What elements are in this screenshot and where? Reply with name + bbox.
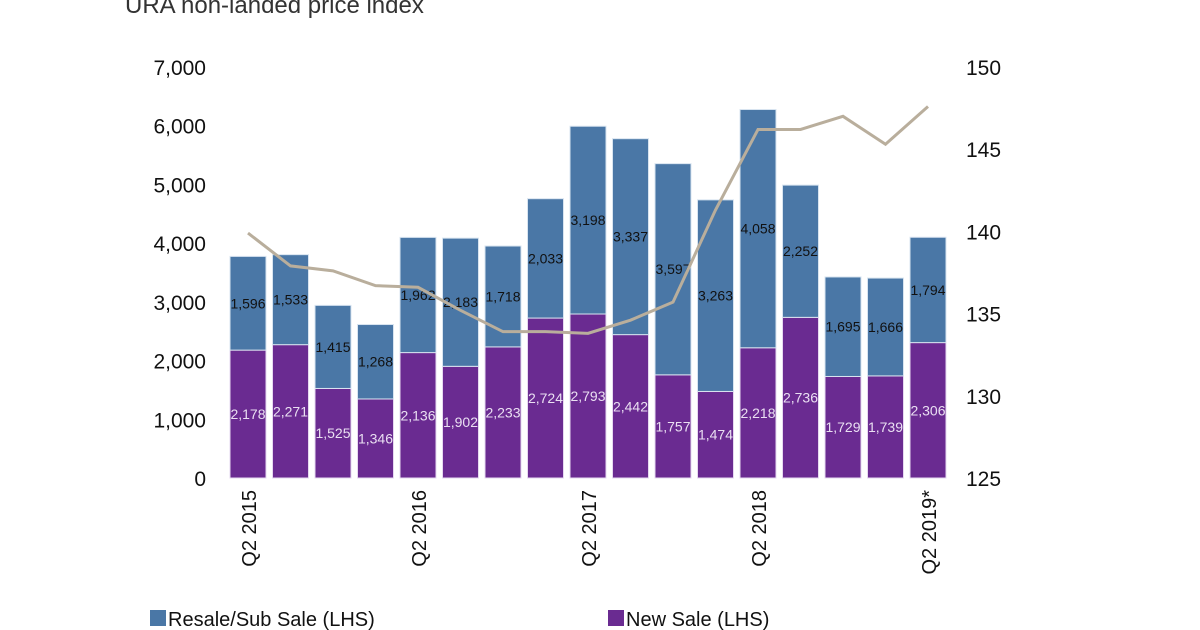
chart-title: URA non-landed price index <box>125 0 424 19</box>
data-label-resale: 2,033 <box>528 250 563 266</box>
data-label-new-sale: 1,729 <box>825 419 860 435</box>
legend-swatch-resale <box>150 610 166 626</box>
x-tick-label: Q2 2019* <box>919 490 941 575</box>
bar-resale <box>824 276 862 377</box>
bar-resale <box>569 125 607 315</box>
data-label-resale: 1,415 <box>315 339 350 355</box>
data-label-resale: 3,198 <box>570 212 605 228</box>
data-label-new-sale: 2,793 <box>570 388 605 404</box>
data-label-new-sale: 1,739 <box>868 419 903 435</box>
y-tick-label: 4,000 <box>153 233 206 256</box>
bar-resale <box>867 277 904 377</box>
data-label-new-sale: 2,233 <box>485 404 520 420</box>
data-label-resale: 3,263 <box>698 288 733 304</box>
bar-new-sale <box>357 398 394 479</box>
bar-new-sale <box>612 334 649 479</box>
legend: Resale/Sub Sale (LHS) New Sale (LHS) <box>150 609 769 630</box>
bar-new-sale <box>484 346 522 479</box>
bar-new-sale <box>654 374 692 479</box>
bar-new-sale <box>867 375 904 479</box>
data-label-resale: 1,695 <box>825 319 860 335</box>
x-tick-label: Q2 2015 <box>239 490 261 567</box>
data-label-new-sale: 1,346 <box>358 430 393 446</box>
bar-resale <box>314 304 352 389</box>
data-label-new-sale: 2,724 <box>528 390 563 406</box>
bar-resale <box>612 138 649 336</box>
bar-new-sale <box>527 317 564 479</box>
data-label-new-sale: 2,178 <box>230 406 265 422</box>
bar-new-sale <box>782 316 819 479</box>
data-label-new-sale: 1,757 <box>655 418 690 434</box>
data-label-resale: 1,794 <box>910 282 945 298</box>
data-label-resale: 3,337 <box>613 229 648 245</box>
data-label-resale: 2,252 <box>783 243 818 259</box>
price-index-line <box>247 105 929 335</box>
x-tick-label: Q2 2016 <box>409 490 431 567</box>
bar-new-sale <box>909 342 947 479</box>
y-tick-label: 5,000 <box>153 174 206 197</box>
y2-tick-label: 135 <box>966 304 1001 327</box>
data-label-resale: 3,597 <box>655 261 690 277</box>
data-label-new-sale: 1,525 <box>315 425 350 441</box>
data-label-new-sale: 2,442 <box>613 398 648 414</box>
bar-new-sale <box>314 387 352 479</box>
y2-tick-label: 145 <box>966 139 1001 162</box>
legend-label-new: New Sale (LHS) <box>626 609 769 630</box>
bar-new-sale <box>229 349 267 479</box>
bar-new-sale <box>739 347 777 479</box>
y-tick-label: 3,000 <box>153 292 206 315</box>
bar-resale <box>527 198 564 319</box>
data-label-resale: 1,533 <box>273 292 308 308</box>
bar-resale <box>909 236 947 344</box>
bar-new-sale <box>697 390 734 479</box>
data-label-new-sale: 2,218 <box>740 405 775 421</box>
bar-resale <box>782 184 819 318</box>
data-label-new-sale: 1,474 <box>698 427 733 443</box>
data-label-new-sale: 2,271 <box>273 403 308 419</box>
y2-tick-label: 150 <box>966 57 1001 80</box>
data-label-new-sale: 2,306 <box>910 402 945 418</box>
y2-tick-label: 130 <box>966 386 1001 409</box>
data-label-new-sale: 2,136 <box>400 407 435 423</box>
legend-label-resale: Resale/Sub Sale (LHS) <box>168 609 375 630</box>
y-tick-label: 0 <box>194 468 206 491</box>
bar-resale <box>654 163 692 376</box>
bar-new-sale <box>442 365 479 479</box>
data-label-resale: 1,596 <box>230 295 265 311</box>
y-tick-label: 7,000 <box>153 57 206 80</box>
bar-new-sale <box>824 375 862 479</box>
data-label-new-sale: 1,902 <box>443 414 478 430</box>
bar-resale <box>272 254 309 346</box>
y2-tick-label: 125 <box>966 468 1001 491</box>
x-tick-label: Q2 2018 <box>749 490 771 567</box>
y-tick-label: 6,000 <box>153 116 206 139</box>
bar-resale <box>697 199 734 392</box>
legend-swatch-new <box>608 610 624 626</box>
bar-new-sale <box>399 352 437 479</box>
data-label-resale: 1,718 <box>485 288 520 304</box>
y-tick-label: 2,000 <box>153 351 206 374</box>
data-label-resale: 1,666 <box>868 319 903 335</box>
y-tick-label: 1,000 <box>153 409 206 432</box>
bar-resale <box>357 324 394 400</box>
y2-tick-label: 140 <box>966 221 1001 244</box>
data-label-new-sale: 2,736 <box>783 390 818 406</box>
bar-new-sale <box>569 313 607 479</box>
bar-resale <box>229 255 267 351</box>
data-label-resale: 1,268 <box>358 354 393 370</box>
x-tick-label: Q2 2017 <box>579 490 601 567</box>
data-label-resale: 4,058 <box>740 221 775 237</box>
